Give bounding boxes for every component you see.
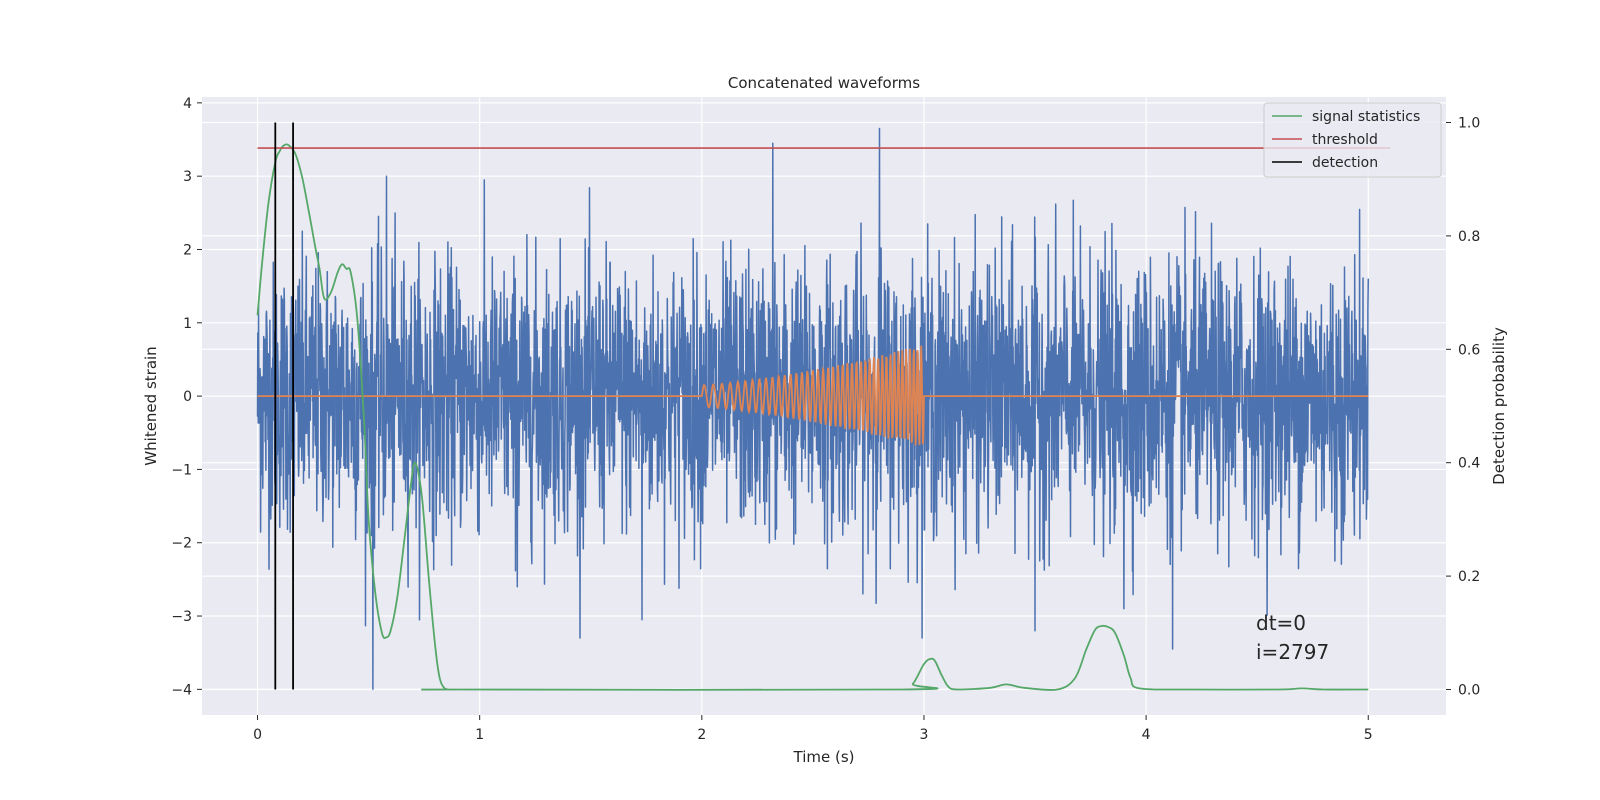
y2-tick-label-3: 0.6 <box>1458 342 1480 358</box>
y-axis-label: Whitened strain <box>142 346 160 465</box>
y-tick-label-4: 0 <box>183 389 192 405</box>
legend: signal statistics threshold detection <box>1263 102 1442 178</box>
y-tick-label-0: −4 <box>171 682 192 698</box>
chirp-line <box>257 345 1369 446</box>
series-noise <box>256 127 1370 691</box>
chart-title: Concatenated waveforms <box>728 74 920 92</box>
y-tick-label-6: 2 <box>183 242 192 258</box>
x-tick-label-1: 1 <box>475 727 484 743</box>
y-tick-label-8: 4 <box>183 96 192 112</box>
x-tick-label-3: 3 <box>920 727 929 743</box>
annotation-i: i=2797 <box>1256 640 1329 664</box>
noise-line <box>256 127 1370 691</box>
x-tick-label-2: 2 <box>697 727 706 743</box>
y-tick-label-3: −1 <box>171 462 192 478</box>
legend-label-threshold: threshold <box>1312 132 1378 148</box>
y2-tick-label-4: 0.8 <box>1458 229 1480 245</box>
y-tick-label-7: 3 <box>183 169 192 185</box>
series-signal-statistics <box>256 143 1369 691</box>
y2-tick-label-5: 1.0 <box>1458 116 1480 132</box>
y2-axis-label: Detection probability <box>1490 327 1508 485</box>
legend-box <box>1263 102 1442 178</box>
x-tick-label-4: 4 <box>1142 727 1151 743</box>
y2-tick-label-1: 0.2 <box>1458 569 1480 585</box>
signal-statistics-line <box>256 143 1369 691</box>
x-axis-label: Time (s) <box>793 748 855 766</box>
legend-label-signal-statistics: signal statistics <box>1312 109 1420 125</box>
y-tick-label-1: −3 <box>171 609 192 625</box>
annotation-dt: dt=0 <box>1256 611 1306 635</box>
y2-tick-label-0: 0.0 <box>1458 682 1480 698</box>
y-tick-label-5: 1 <box>183 316 192 332</box>
y2-tick-label-2: 0.4 <box>1458 456 1480 472</box>
ticks: 0 1 2 3 4 5 −4 −3 −2 −1 0 1 2 3 4 0.0 0.2 0.4 0.6 0.8 1.0 <box>171 96 1480 743</box>
series-chirp <box>257 345 1369 446</box>
series-detection <box>274 122 294 690</box>
x-tick-label-0: 0 <box>253 727 262 743</box>
legend-label-detection: detection <box>1312 155 1378 171</box>
y-tick-label-2: −2 <box>171 536 192 552</box>
x-tick-label-5: 5 <box>1364 727 1373 743</box>
